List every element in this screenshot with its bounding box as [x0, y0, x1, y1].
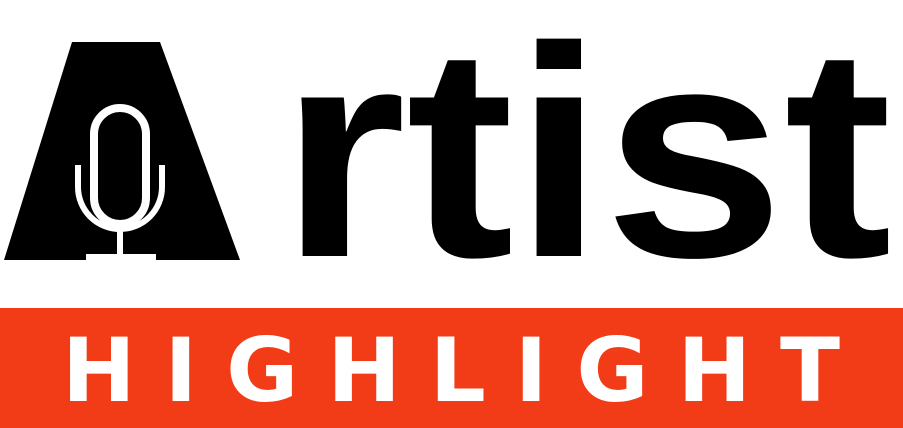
logo-word: rtist — [280, 0, 892, 320]
letter-a-mic-icon — [4, 42, 240, 260]
banner-text: HIGHLIGHT — [62, 319, 840, 422]
banner — [0, 308, 903, 428]
